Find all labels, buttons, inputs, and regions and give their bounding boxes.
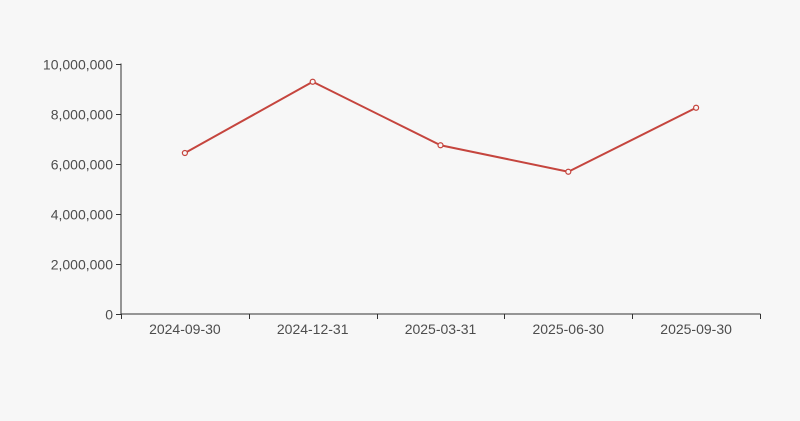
x-axis-tick-label: 2025-03-31: [405, 321, 477, 337]
y-axis-tick-label: 8,000,000: [51, 107, 113, 123]
x-axis-tick-label: 2025-09-30: [660, 321, 732, 337]
y-axis-tick-label: 4,000,000: [51, 207, 113, 223]
x-axis-tick-label: 2024-12-31: [277, 321, 349, 337]
y-axis-tick-label: 6,000,000: [51, 157, 113, 173]
chart-background: [40, 16, 800, 416]
x-axis-tick-label: 2025-06-30: [532, 321, 604, 337]
line-chart-figure: 0 2,000,000 4,000,000 6,000,000 8,000,000 10,…: [40, 16, 800, 416]
y-axis-tick-label: 2,000,000: [51, 257, 113, 273]
data-point-marker[interactable]: [692, 104, 700, 111]
x-axis-tick-label: 2024-09-30: [149, 321, 221, 337]
data-point-marker[interactable]: [565, 168, 572, 175]
data-point-marker[interactable]: [181, 149, 188, 157]
y-axis-tick-label: 0: [105, 307, 113, 323]
y-axis-tick-label: 10,000,000: [43, 57, 113, 73]
data-point-marker[interactable]: [437, 142, 444, 149]
line-chart: 0 2,000,000 4,000,000 6,000,000 8,000,000 10,…: [40, 16, 800, 416]
data-point-marker[interactable]: [309, 78, 316, 85]
